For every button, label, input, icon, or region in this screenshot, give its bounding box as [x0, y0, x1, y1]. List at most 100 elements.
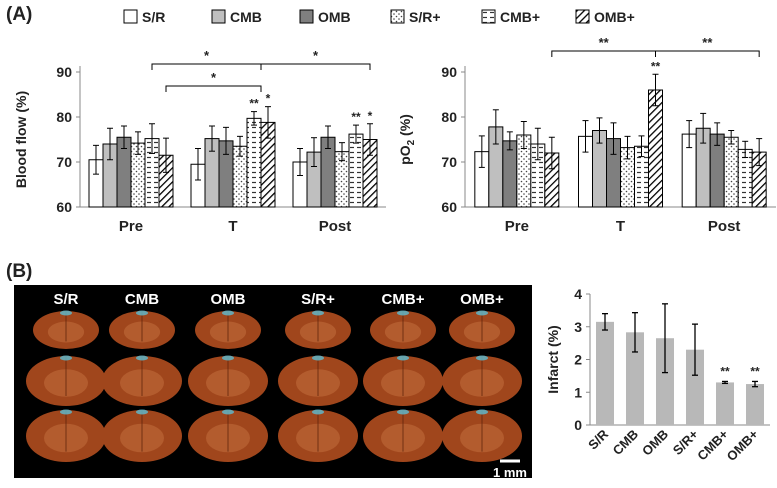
- sig-star: **: [750, 364, 760, 378]
- legend: S/R CMB OMB S/R+ CMB+ OMB+: [123, 9, 635, 25]
- sig-bracket: [260, 63, 371, 70]
- blue-mark: [136, 409, 148, 415]
- y-tick-label: 60: [56, 199, 72, 215]
- photo-column-label: OMB: [211, 291, 246, 308]
- blue-mark: [476, 355, 488, 361]
- x-tick-label-Pre: Pre: [505, 218, 529, 235]
- blue-mark: [222, 310, 234, 316]
- y-tick-label: 0: [574, 417, 582, 433]
- photo-column-label: CMB: [125, 291, 159, 308]
- bar-Post-CMB+: [348, 133, 364, 208]
- x-tick-label-Pre: Pre: [119, 218, 143, 235]
- bar-S/R+: [686, 349, 704, 425]
- x-tick-label-OMB: OMB: [639, 427, 671, 459]
- y-tick-label: 80: [441, 109, 457, 125]
- blue-mark: [476, 310, 488, 316]
- legend-swatch-4: [481, 9, 496, 24]
- sig-bracket-label: *: [313, 48, 319, 63]
- bar-CMB+: [716, 382, 734, 425]
- x-tick-label-S/R: S/R: [585, 426, 611, 452]
- blue-mark: [136, 355, 148, 361]
- sig-star: **: [651, 59, 661, 73]
- brain-slices-photo: S/R CMB OMB S/R+ CMB+ OMB+ 1 mm: [14, 285, 532, 480]
- sig-star: *: [368, 109, 373, 123]
- panel-b-label: (B): [6, 261, 32, 282]
- legend-label-5: OMB+: [594, 9, 635, 25]
- y-tick-label: 80: [56, 109, 72, 125]
- photo-column-label: OMB+: [460, 291, 504, 308]
- sig-bracket-label: *: [204, 48, 210, 63]
- sig-star: **: [720, 364, 730, 378]
- blue-mark: [60, 310, 72, 316]
- scale-bar-label: 1 mm: [493, 465, 527, 480]
- sig-star: **: [351, 110, 361, 124]
- blue-mark: [476, 409, 488, 415]
- blue-mark: [222, 409, 234, 415]
- blue-mark: [136, 310, 148, 316]
- y-tick-label: 90: [56, 64, 72, 80]
- x-tick-label-OMB+: OMB+: [724, 426, 762, 464]
- y-axis-label: Blood flow (%): [13, 91, 29, 188]
- x-tick-label-T: T: [616, 218, 625, 235]
- sig-bracket: [551, 50, 656, 57]
- y-tick-label: 70: [441, 154, 457, 170]
- y-axis-label: Infarct (%): [545, 325, 561, 393]
- legend-swatch-1: [211, 9, 226, 24]
- sig-star: **: [249, 97, 259, 111]
- blue-mark: [60, 355, 72, 361]
- x-tick-label-Post: Post: [319, 218, 352, 235]
- y-tick-label: 60: [441, 199, 457, 215]
- blue-mark: [397, 310, 409, 316]
- blue-mark: [397, 409, 409, 415]
- legend-label-3: S/R+: [409, 9, 441, 25]
- blue-mark: [60, 409, 72, 415]
- blue-mark: [397, 355, 409, 361]
- y-tick-label: 3: [574, 319, 582, 335]
- bar-Pre-OMB: [502, 140, 518, 208]
- bar-S/R: [596, 321, 614, 425]
- photo-column-label: S/R+: [301, 291, 335, 308]
- x-tick-label-Post: Post: [708, 218, 741, 235]
- bar-T-OMB+: [648, 89, 663, 208]
- blue-mark: [312, 409, 324, 415]
- legend-swatch-5: [575, 9, 590, 24]
- bar-CMB: [626, 332, 644, 425]
- bar-OMB+: [746, 384, 764, 425]
- x-tick-label-T: T: [228, 218, 237, 235]
- legend-label-1: CMB: [230, 9, 262, 25]
- legend-label-0: S/R: [142, 9, 165, 25]
- bar-OMB: [656, 338, 674, 425]
- photo-column-label: S/R: [53, 291, 78, 308]
- legend-swatch-0: [123, 9, 138, 24]
- y-tick-label: 1: [574, 384, 582, 400]
- legend-label-4: CMB+: [500, 9, 540, 25]
- legend-swatch-2: [299, 9, 314, 24]
- sig-bracket: [655, 50, 760, 57]
- photo-column-label: CMB+: [382, 291, 425, 308]
- y-tick-label: 90: [441, 64, 457, 80]
- panel-a-label: (A): [6, 4, 32, 25]
- bar-Post-S/R+: [723, 136, 739, 208]
- sig-bracket-label: *: [211, 70, 217, 85]
- legend-label-2: OMB: [318, 9, 351, 25]
- y-tick-label: 70: [56, 154, 72, 170]
- x-tick-label-CMB+: CMB+: [694, 426, 731, 463]
- y-tick-label: 4: [574, 286, 582, 302]
- sig-bracket: [165, 85, 262, 92]
- y-axis-label: pO2 (%): [397, 114, 417, 165]
- bar-T-CMB+: [246, 117, 262, 208]
- sig-bracket-label: **: [599, 35, 610, 50]
- legend-swatch-3: [390, 9, 405, 24]
- blue-mark: [312, 310, 324, 316]
- bar-Post-CMB+: [737, 148, 753, 208]
- sig-bracket-label: **: [702, 35, 713, 50]
- sig-bracket: [151, 63, 262, 70]
- y-tick-label: 2: [574, 352, 582, 368]
- x-tick-label-CMB: CMB: [610, 427, 642, 459]
- blue-mark: [222, 355, 234, 361]
- sig-star: *: [266, 92, 271, 106]
- po2-chart: 60 70 80 90 pO2 (%) Pre T Post ** ** **: [397, 35, 776, 235]
